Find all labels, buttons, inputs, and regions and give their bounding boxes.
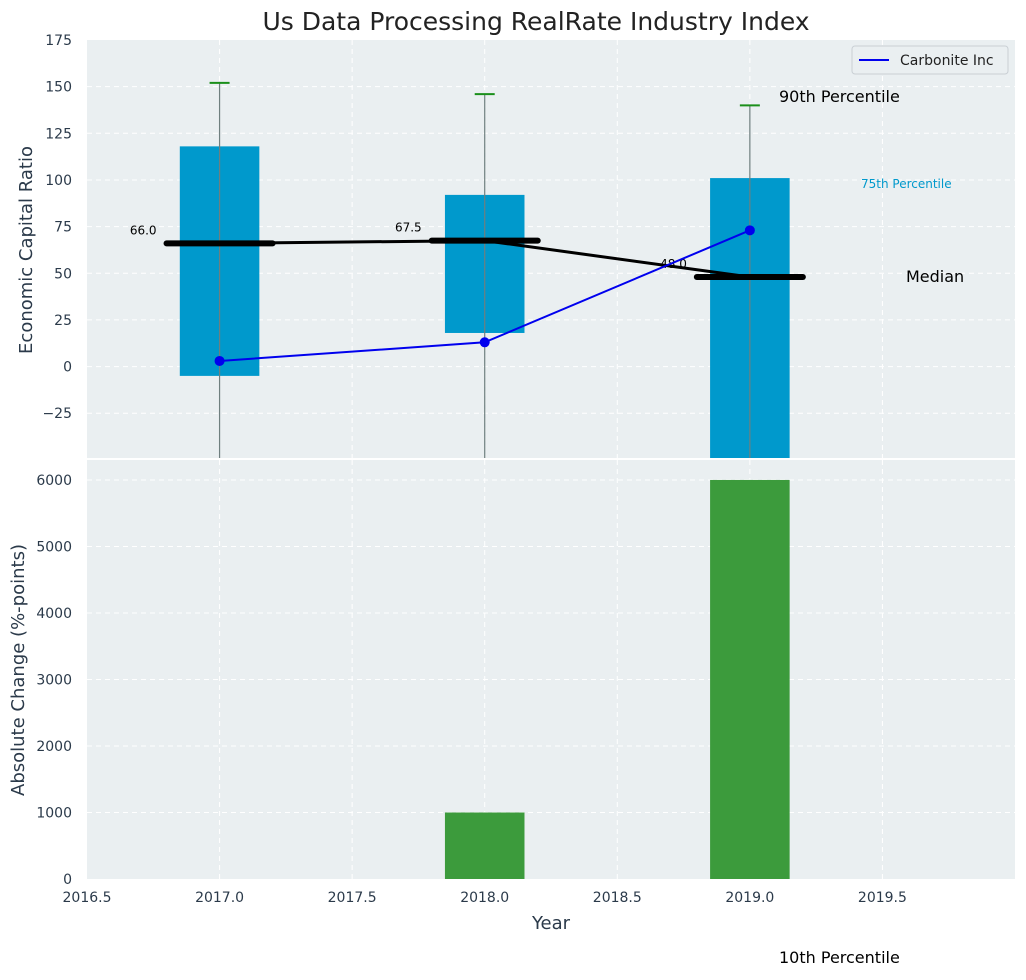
top-y-tick-label: 0 — [63, 360, 72, 376]
x-tick-label: 2017.5 — [328, 890, 377, 906]
change-bar — [444, 812, 525, 879]
median-value-label: 67.5 — [395, 221, 422, 235]
change-bar — [710, 479, 790, 879]
bottom-y-tick-label: 0 — [63, 872, 72, 888]
bottom-y-tick-label: 6000 — [36, 473, 72, 489]
x-tick-label: 2016.5 — [63, 890, 112, 906]
bottom-panel-bg — [87, 460, 1015, 879]
chart-title: Us Data Processing RealRate Industry Ind… — [262, 7, 809, 36]
x-tick-label: 2019.5 — [858, 890, 907, 906]
top-y-tick-label: 75 — [54, 220, 72, 236]
bottom-y-axis-label: Absolute Change (%-points) — [8, 544, 29, 796]
x-tick-label: 2017.0 — [195, 890, 244, 906]
bottom-y-tick-label: 4000 — [36, 606, 72, 622]
bottom-y-tick-label: 1000 — [36, 805, 72, 821]
legend-label-carbonite: Carbonite Inc — [900, 53, 994, 69]
x-tick-label: 2018.5 — [593, 890, 642, 906]
top-y-axis-label: Economic Capital Ratio — [16, 146, 37, 354]
x-axis-label: Year — [531, 913, 571, 934]
x-tick-label: 2019.0 — [725, 890, 774, 906]
legend-box — [851, 45, 1009, 75]
bottom-y-tick-label: 3000 — [36, 672, 72, 688]
x-tick-label: 2018.0 — [460, 890, 509, 906]
median-value-label: 66.0 — [130, 223, 157, 237]
top-y-tick-label: 150 — [45, 80, 72, 96]
legend: Carbonite Inc — [851, 45, 1009, 75]
top-y-tick-label: 100 — [45, 173, 72, 189]
company-point — [479, 337, 490, 348]
annotation-median: Median — [906, 267, 964, 286]
company-point — [744, 225, 755, 236]
annotation-p90: 90th Percentile — [779, 87, 900, 106]
bottom-y-tick-label: 2000 — [36, 739, 72, 755]
top-y-tick-label: 25 — [54, 313, 72, 329]
annotation-p10: 10th Percentile — [779, 948, 900, 967]
annotation-p75: 75th Percentile — [861, 177, 952, 191]
top-y-tick-label: −25 — [42, 406, 72, 422]
top-y-tick-label: 175 — [45, 33, 72, 49]
company-point — [214, 355, 225, 366]
top-y-tick-label: 50 — [54, 266, 72, 282]
top-y-tick-label: 125 — [45, 126, 72, 142]
bottom-y-tick-label: 5000 — [36, 539, 72, 555]
